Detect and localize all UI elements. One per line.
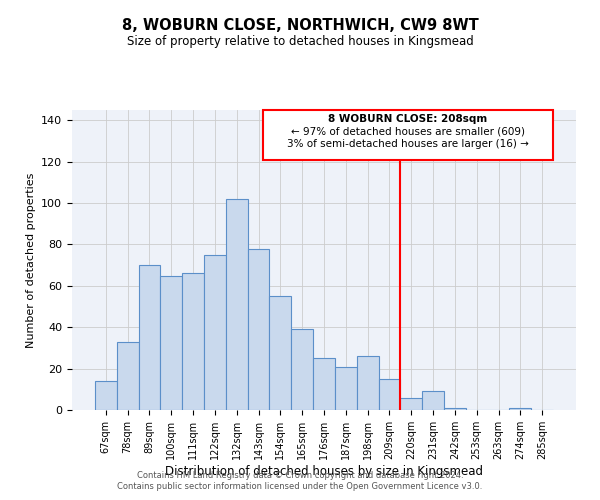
Bar bbox=[117, 342, 139, 410]
FancyBboxPatch shape bbox=[263, 110, 553, 160]
Bar bbox=[291, 330, 313, 410]
Bar bbox=[269, 296, 291, 410]
Bar bbox=[95, 381, 117, 410]
Bar bbox=[226, 199, 248, 410]
Bar bbox=[379, 379, 400, 410]
Bar bbox=[248, 248, 269, 410]
Text: 8 WOBURN CLOSE: 208sqm: 8 WOBURN CLOSE: 208sqm bbox=[328, 114, 487, 124]
Y-axis label: Number of detached properties: Number of detached properties bbox=[26, 172, 35, 348]
Bar bbox=[422, 392, 444, 410]
Text: Contains public sector information licensed under the Open Government Licence v3: Contains public sector information licen… bbox=[118, 482, 482, 491]
Bar bbox=[400, 398, 422, 410]
Bar bbox=[509, 408, 531, 410]
Bar bbox=[182, 274, 204, 410]
X-axis label: Distribution of detached houses by size in Kingsmead: Distribution of detached houses by size … bbox=[165, 464, 483, 477]
Text: 8, WOBURN CLOSE, NORTHWICH, CW9 8WT: 8, WOBURN CLOSE, NORTHWICH, CW9 8WT bbox=[122, 18, 478, 32]
Bar bbox=[357, 356, 379, 410]
Bar bbox=[160, 276, 182, 410]
Text: Contains HM Land Registry data © Crown copyright and database right 2024.: Contains HM Land Registry data © Crown c… bbox=[137, 471, 463, 480]
Bar bbox=[335, 366, 357, 410]
Bar bbox=[444, 408, 466, 410]
Bar bbox=[204, 255, 226, 410]
Text: Size of property relative to detached houses in Kingsmead: Size of property relative to detached ho… bbox=[127, 35, 473, 48]
Bar bbox=[139, 265, 160, 410]
Text: ← 97% of detached houses are smaller (609): ← 97% of detached houses are smaller (60… bbox=[291, 126, 525, 136]
Text: 3% of semi-detached houses are larger (16) →: 3% of semi-detached houses are larger (1… bbox=[287, 139, 529, 149]
Bar bbox=[313, 358, 335, 410]
